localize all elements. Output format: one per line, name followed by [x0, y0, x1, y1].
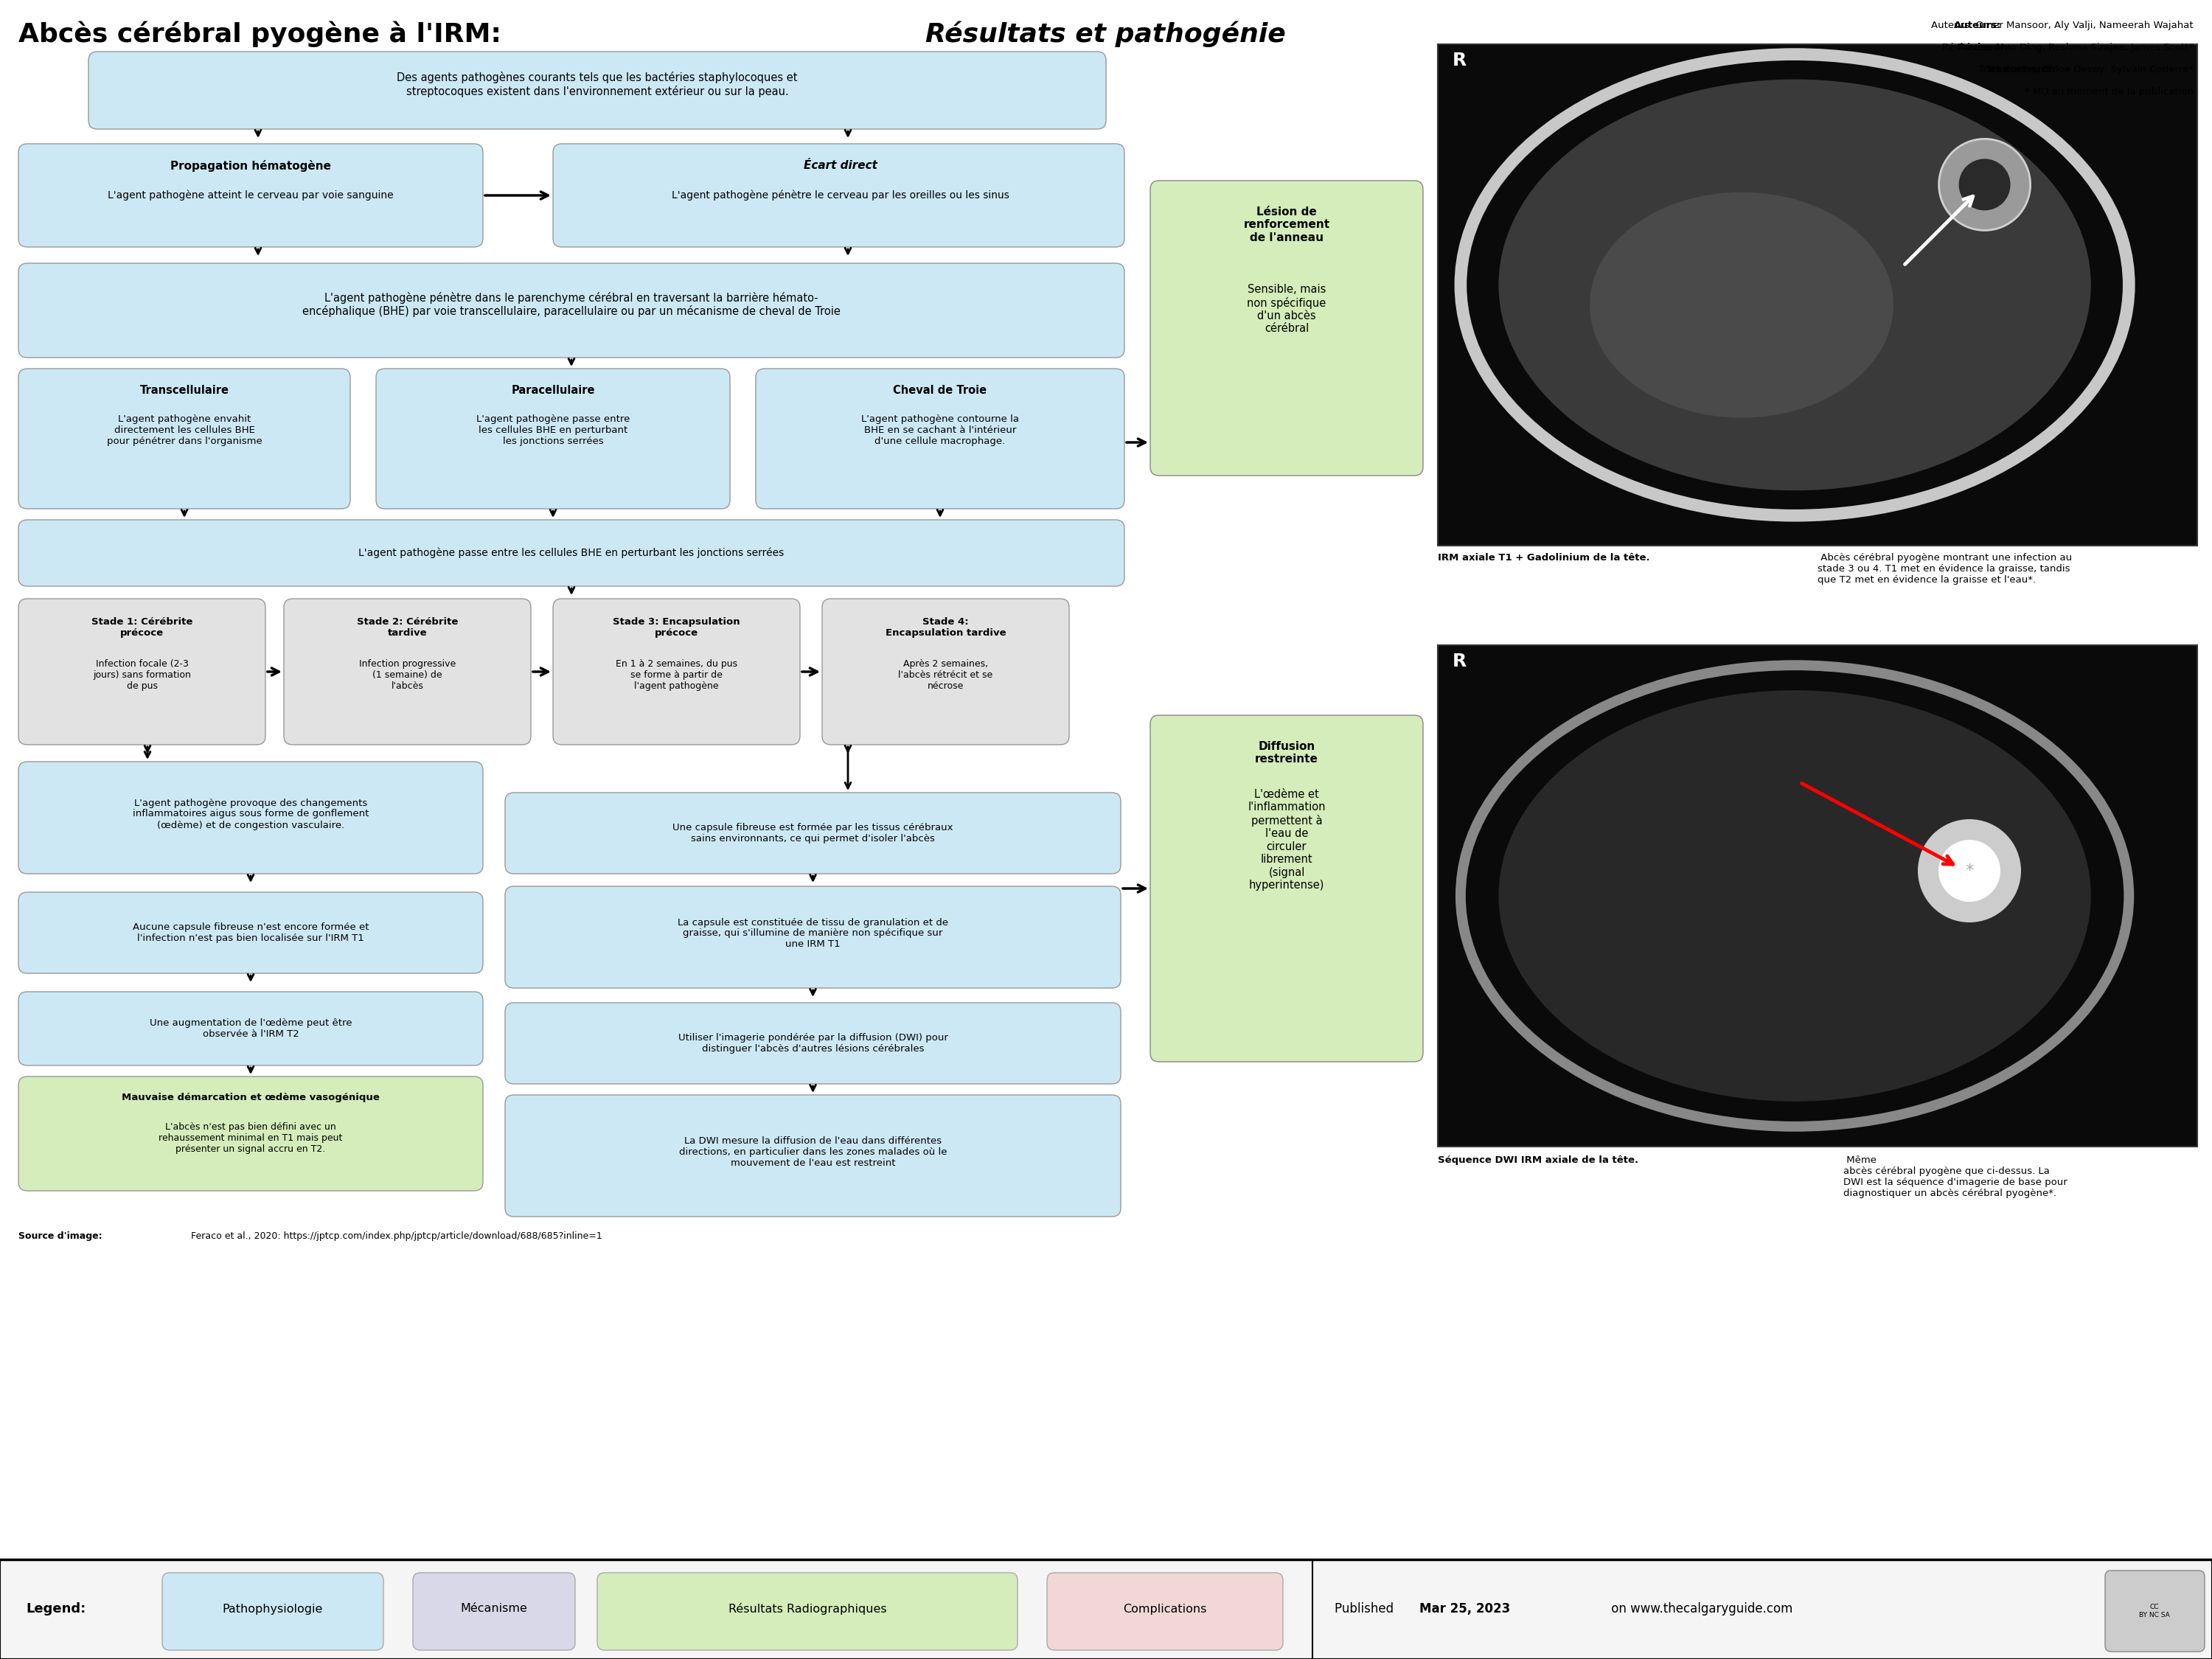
Text: La DWI mesure la diffusion de l'eau dans différentes
directions, en particulier : La DWI mesure la diffusion de l'eau dans… — [679, 1136, 947, 1168]
Text: Pathophysiologie: Pathophysiologie — [223, 1603, 323, 1614]
Text: Réviseurs:: Réviseurs: — [1958, 43, 2015, 53]
Text: Abcès cérébral pyogène montrant une infection au
stade 3 ou 4. T1 met en évidenc: Abcès cérébral pyogène montrant une infe… — [1818, 552, 2073, 584]
Circle shape — [1938, 839, 2000, 902]
Text: Stade 2: Cérébrite
tardive: Stade 2: Cérébrite tardive — [356, 617, 458, 637]
FancyBboxPatch shape — [597, 1573, 1018, 1651]
Text: Traducteurs: Chloe Devoy, Sylvain Coderre*: Traducteurs: Chloe Devoy, Sylvain Coderr… — [1978, 65, 2194, 75]
Text: Feraco et al., 2020: https://jptcp.com/index.php/jptcp/article/download/688/685?: Feraco et al., 2020: https://jptcp.com/i… — [188, 1231, 602, 1241]
FancyBboxPatch shape — [161, 1573, 383, 1651]
Text: R: R — [1453, 51, 1467, 70]
FancyBboxPatch shape — [18, 264, 1124, 358]
Text: L'agent pathogène passe entre les cellules BHE en perturbant les jonctions serré: L'agent pathogène passe entre les cellul… — [358, 547, 785, 559]
FancyBboxPatch shape — [1046, 1573, 1283, 1651]
FancyBboxPatch shape — [553, 144, 1124, 247]
Text: Published: Published — [1334, 1603, 1398, 1616]
FancyBboxPatch shape — [414, 1573, 575, 1651]
Ellipse shape — [1498, 690, 2090, 1102]
Text: L'agent pathogène pénètre dans le parenchyme cérébral en traversant la barrière : L'agent pathogène pénètre dans le parenc… — [303, 292, 841, 317]
FancyBboxPatch shape — [553, 599, 801, 745]
Text: Diffusion
restreinte: Diffusion restreinte — [1254, 742, 1318, 765]
Text: IRM axiale T1 + Gadolinium de la tête.: IRM axiale T1 + Gadolinium de la tête. — [1438, 552, 1650, 562]
Text: Même
abcès cérébral pyogène que ci-dessus. La
DWI est la séquence d'imagerie de : Même abcès cérébral pyogène que ci-dessu… — [1843, 1155, 2068, 1198]
Text: Stade 3: Encapsulation
précoce: Stade 3: Encapsulation précoce — [613, 617, 741, 637]
Circle shape — [1960, 159, 2011, 211]
FancyBboxPatch shape — [504, 1002, 1121, 1083]
Text: Réviseurs: Mao Ding, Reshma Sirajee, James Scott*: Réviseurs: Mao Ding, Reshma Sirajee, Jam… — [1942, 43, 2194, 53]
Text: Résultats Radiographiques: Résultats Radiographiques — [728, 1603, 887, 1614]
Text: Auteurs: Omer Mansoor, Aly Valji, Nameerah Wajahat: Auteurs: Omer Mansoor, Aly Valji, Nameer… — [1931, 20, 2194, 30]
Text: Après 2 semaines,
l'abcès rétrécit et se
nécrose: Après 2 semaines, l'abcès rétrécit et se… — [898, 659, 993, 690]
Text: Mécanisme: Mécanisme — [460, 1603, 526, 1614]
FancyBboxPatch shape — [1150, 715, 1422, 1062]
Text: Stade 4:
Encapsulation tardive: Stade 4: Encapsulation tardive — [885, 617, 1006, 637]
FancyBboxPatch shape — [18, 893, 482, 974]
FancyBboxPatch shape — [2106, 1571, 2205, 1652]
Text: L'agent pathogène passe entre
les cellules BHE en perturbant
les jonctions serré: L'agent pathogène passe entre les cellul… — [476, 415, 630, 446]
Text: L'agent pathogène atteint le cerveau par voie sanguine: L'agent pathogène atteint le cerveau par… — [108, 189, 394, 201]
Text: Complications: Complications — [1124, 1603, 1208, 1614]
Text: Mar 25, 2023: Mar 25, 2023 — [1420, 1603, 1511, 1616]
Text: L'agent pathogène envahit
directement les cellules BHE
pour pénétrer dans l'orga: L'agent pathogène envahit directement le… — [106, 415, 261, 446]
Text: La capsule est constituée de tissu de granulation et de
graisse, qui s'illumine : La capsule est constituée de tissu de gr… — [677, 917, 949, 949]
FancyBboxPatch shape — [0, 1559, 2212, 1659]
Text: *: * — [1964, 863, 1973, 878]
Text: Abcès cérébral pyogène à l'IRM:: Abcès cérébral pyogène à l'IRM: — [18, 20, 511, 46]
FancyBboxPatch shape — [18, 144, 482, 247]
Text: L'agent pathogène pénètre le cerveau par les oreilles ou les sinus: L'agent pathogène pénètre le cerveau par… — [672, 189, 1009, 201]
FancyBboxPatch shape — [283, 599, 531, 745]
Text: Source d'image:: Source d'image: — [18, 1231, 102, 1241]
Text: Une augmentation de l'œdème peut être
observée à l'IRM T2: Une augmentation de l'œdème peut être ob… — [150, 1019, 352, 1039]
Text: Paracellulaire: Paracellulaire — [511, 385, 595, 397]
Text: Legend:: Legend: — [27, 1603, 86, 1616]
FancyBboxPatch shape — [18, 368, 349, 509]
Text: Stade 1: Cérébrite
précoce: Stade 1: Cérébrite précoce — [91, 617, 192, 637]
Text: En 1 à 2 semaines, du pus
se forme à partir de
l'agent pathogène: En 1 à 2 semaines, du pus se forme à par… — [615, 659, 737, 690]
Text: Transcellulaire: Transcellulaire — [139, 385, 230, 397]
Text: Séquence DWI IRM axiale de la tête.: Séquence DWI IRM axiale de la tête. — [1438, 1155, 1639, 1165]
Text: CC
BY NC SA: CC BY NC SA — [2139, 1604, 2170, 1618]
FancyBboxPatch shape — [376, 368, 730, 509]
Ellipse shape — [1498, 80, 2090, 491]
Text: Écart direct: Écart direct — [803, 159, 878, 171]
FancyBboxPatch shape — [18, 599, 265, 745]
Text: L'agent pathogène provoque des changements
inflammatoires aigus sous forme de go: L'agent pathogène provoque des changemen… — [133, 798, 369, 830]
Text: * MD au moment de la publication: * MD au moment de la publication — [2024, 86, 2194, 96]
Text: Auteurs:: Auteurs: — [1953, 20, 2002, 30]
Text: Cheval de Troie: Cheval de Troie — [894, 385, 987, 397]
Text: Une capsule fibreuse est formée par les tissus cérébraux
sains environnants, ce : Une capsule fibreuse est formée par les … — [672, 823, 953, 843]
FancyBboxPatch shape — [504, 886, 1121, 989]
FancyBboxPatch shape — [18, 761, 482, 874]
FancyBboxPatch shape — [88, 51, 1106, 129]
Text: on www.thecalgaryguide.com: on www.thecalgaryguide.com — [1608, 1603, 1792, 1616]
Circle shape — [1940, 139, 2031, 231]
Text: Aucune capsule fibreuse n'est encore formée et
l'infection n'est pas bien locali: Aucune capsule fibreuse n'est encore for… — [133, 922, 369, 942]
Text: Propagation hématogène: Propagation hématogène — [170, 159, 332, 173]
FancyBboxPatch shape — [18, 992, 482, 1065]
Text: R: R — [1453, 652, 1467, 670]
Text: Lésion de
renforcement
de l'anneau: Lésion de renforcement de l'anneau — [1243, 206, 1329, 244]
FancyBboxPatch shape — [757, 368, 1124, 509]
Text: L'agent pathogène contourne la
BHE en se cachant à l'intérieur
d'une cellule mac: L'agent pathogène contourne la BHE en se… — [860, 415, 1020, 446]
Ellipse shape — [1590, 192, 1893, 418]
FancyBboxPatch shape — [18, 1077, 482, 1191]
Text: L'abcès n'est pas bien défini avec un
rehaussement minimal en T1 mais peut
prése: L'abcès n'est pas bien défini avec un re… — [159, 1121, 343, 1155]
Text: L'œdème et
l'inflammation
permettent à
l'eau de
circuler
librement
(signal
hyper: L'œdème et l'inflammation permettent à l… — [1248, 790, 1325, 891]
FancyBboxPatch shape — [504, 793, 1121, 874]
FancyBboxPatch shape — [18, 519, 1124, 586]
Text: Infection progressive
(1 semaine) de
l'abcès: Infection progressive (1 semaine) de l'a… — [358, 659, 456, 690]
Text: Mauvaise démarcation et œdème vasogénique: Mauvaise démarcation et œdème vasogéniqu… — [122, 1093, 380, 1102]
Text: Utiliser l'imagerie pondérée par la diffusion (DWI) pour
distinguer l'abcès d'au: Utiliser l'imagerie pondérée par la diff… — [679, 1034, 947, 1053]
FancyBboxPatch shape — [1150, 181, 1422, 476]
Bar — [1438, 645, 2197, 1146]
Text: Des agents pathogènes courants tels que les bactéries staphylocoques et
streptoc: Des agents pathogènes courants tels que … — [396, 71, 799, 98]
FancyBboxPatch shape — [504, 1095, 1121, 1216]
Text: Infection focale (2-3
jours) sans formation
de pus: Infection focale (2-3 jours) sans format… — [93, 659, 190, 690]
Bar — [1438, 45, 2197, 546]
Circle shape — [1918, 820, 2022, 922]
Text: Traducteurs:: Traducteurs: — [1986, 65, 2057, 75]
FancyBboxPatch shape — [823, 599, 1068, 745]
Text: Sensible, mais
non spécifique
d'un abcès
cérébral: Sensible, mais non spécifique d'un abcès… — [1248, 284, 1327, 335]
Text: Résultats et pathogénie: Résultats et pathogénie — [925, 20, 1285, 46]
